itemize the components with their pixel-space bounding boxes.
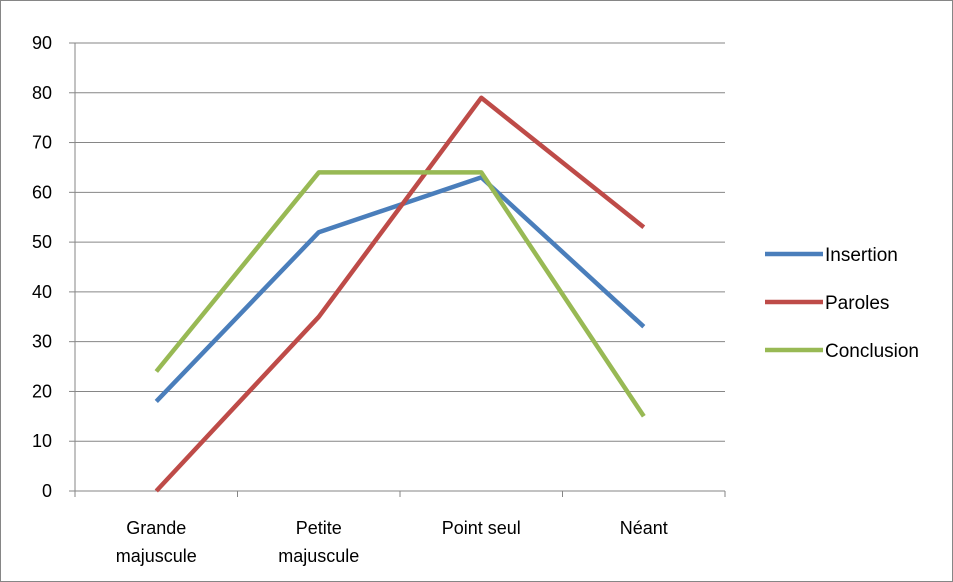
y-axis-tick-labels: 0 10 20 30 40 50 60 70 80 90	[32, 33, 52, 501]
y-tick-label: 70	[32, 133, 52, 153]
x-tick-label: Point seul	[442, 518, 521, 538]
y-tick-label: 0	[42, 481, 52, 501]
y-tick-label: 50	[32, 232, 52, 252]
y-tick-label: 60	[32, 182, 52, 202]
y-tick-label: 10	[32, 431, 52, 451]
y-tick-label: 40	[32, 282, 52, 302]
axes	[69, 42, 726, 497]
legend-label-paroles: Paroles	[825, 293, 889, 314]
legend-label-conclusion: Conclusion	[825, 341, 919, 362]
x-axis-tick-labels: Grande majuscule Petite majuscule Point seul…	[116, 518, 668, 566]
legend: Insertion Paroles Conclusion	[765, 245, 919, 362]
series-line-conclusion	[154, 170, 646, 418]
x-tick-label: Grande majuscule	[116, 518, 197, 566]
legend-label-insertion: Insertion	[825, 245, 898, 266]
y-tick-label: 20	[32, 381, 52, 401]
series-lines	[154, 95, 646, 493]
y-tick-label: 80	[32, 83, 52, 103]
x-tick-label: Petite majuscule	[278, 518, 359, 566]
x-tick-label: Néant	[620, 518, 668, 538]
y-tick-label: 90	[32, 33, 52, 53]
series-line-paroles	[154, 95, 646, 493]
y-tick-label: 30	[32, 332, 52, 352]
gridlines	[75, 42, 725, 442]
